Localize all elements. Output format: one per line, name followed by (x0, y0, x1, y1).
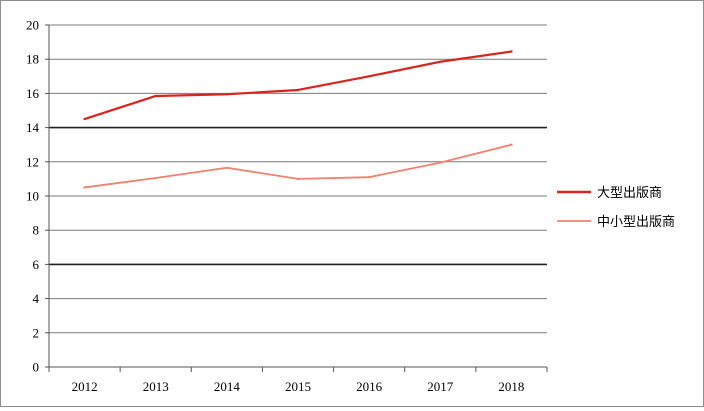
data-point (439, 60, 442, 63)
y-tick-labels: 0 2 4 6 8 10 12 14 16 18 20 (26, 18, 40, 375)
data-point (83, 117, 86, 121)
y-tick-label: 0 (33, 360, 40, 375)
data-point (510, 50, 513, 53)
data-point (154, 94, 157, 98)
data-point (296, 177, 300, 181)
x-tick-label: 2012 (72, 379, 98, 394)
x-tick-label: 2018 (498, 379, 524, 394)
data-point (367, 175, 371, 179)
data-point (296, 88, 300, 92)
y-tick-label: 8 (33, 223, 40, 238)
y-tick-label: 12 (26, 154, 39, 169)
y-tick-label: 2 (33, 325, 40, 340)
y-tick-label: 16 (26, 86, 40, 101)
y-tick-label: 20 (26, 18, 39, 33)
data-point (225, 93, 229, 96)
axes (45, 24, 548, 372)
y-tick-label: 14 (26, 120, 40, 135)
x-tick-label: 2013 (143, 379, 169, 394)
data-point (439, 161, 442, 164)
data-point (225, 166, 229, 169)
legend-label-2: 中小型出版商 (597, 215, 675, 230)
x-tick-label: 2017 (427, 379, 454, 394)
y-tick-label: 10 (26, 189, 39, 204)
y-tick-label: 18 (26, 52, 39, 67)
x-tick-label: 2015 (285, 379, 311, 394)
x-tick-label: 2014 (214, 379, 241, 394)
y-tick-label: 6 (33, 257, 40, 272)
data-point (83, 186, 86, 189)
data-point (510, 143, 513, 146)
x-tick-labels: 2012 2013 2014 2015 2016 2017 2018 (72, 379, 525, 394)
y-tick-label: 4 (33, 291, 40, 306)
data-point (367, 75, 371, 78)
data-point (154, 176, 157, 180)
series-line-1 (84, 50, 512, 121)
x-tick-label: 2016 (356, 379, 383, 394)
series-line-2 (84, 143, 512, 189)
series-lines (83, 50, 513, 189)
gridlines (49, 24, 547, 334)
legend-label-1: 大型出版商 (597, 186, 662, 201)
